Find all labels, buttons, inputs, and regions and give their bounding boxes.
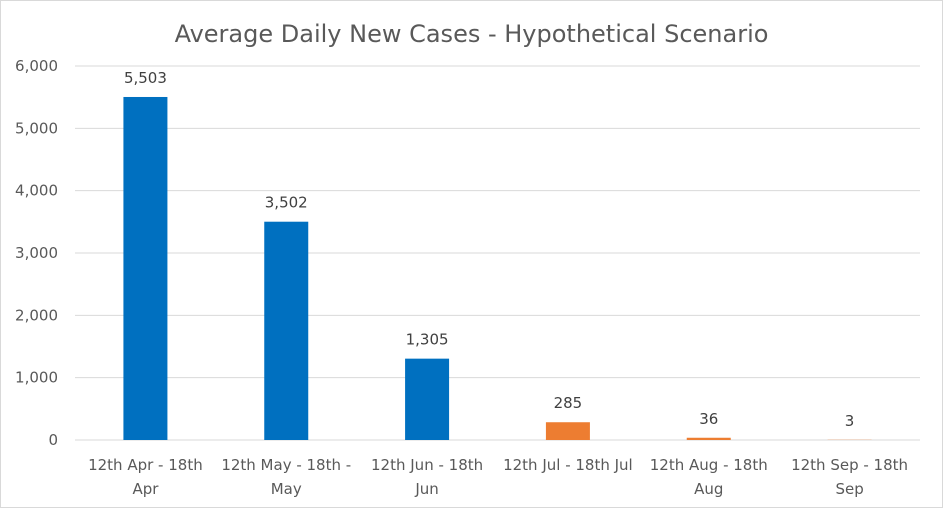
bar	[123, 96, 168, 440]
y-tick-label: 5,000	[15, 119, 58, 137]
x-tick-label: Aug	[694, 480, 723, 498]
bar	[686, 437, 731, 440]
data-label: 3	[845, 412, 855, 430]
bar	[545, 422, 590, 440]
data-label: 36	[699, 410, 718, 428]
x-tick-label: 12th Aug - 18th	[650, 456, 768, 474]
x-tick-label: Jun	[414, 480, 438, 498]
x-tick-label: 12th Apr - 18th	[88, 456, 203, 474]
y-tick-label: 3,000	[15, 244, 58, 262]
bar	[405, 358, 450, 440]
x-tick-label: 12th May - 18th -	[221, 456, 351, 474]
x-tick-label: 12th Jun - 18th	[371, 456, 483, 474]
data-label: 1,305	[406, 331, 449, 349]
data-label: 285	[554, 394, 583, 412]
y-tick-label: 1,000	[15, 369, 58, 387]
data-label: 3,502	[265, 194, 308, 212]
x-tick-label: Apr	[132, 480, 159, 498]
x-tick-label: 12th Sep - 18th	[791, 456, 908, 474]
y-tick-label: 6,000	[15, 57, 58, 75]
x-tick-label: Sep	[835, 480, 863, 498]
x-tick-label: May	[271, 480, 302, 498]
y-tick-label: 4,000	[15, 182, 58, 200]
data-label: 5,503	[124, 69, 167, 87]
y-tick-label: 2,000	[15, 306, 58, 324]
x-tick-label: 12th Jul - 18th Jul	[503, 456, 633, 474]
y-tick-label: 0	[48, 431, 58, 449]
chart-title: Average Daily New Cases - Hypothetical S…	[174, 20, 769, 48]
bar	[264, 221, 309, 440]
